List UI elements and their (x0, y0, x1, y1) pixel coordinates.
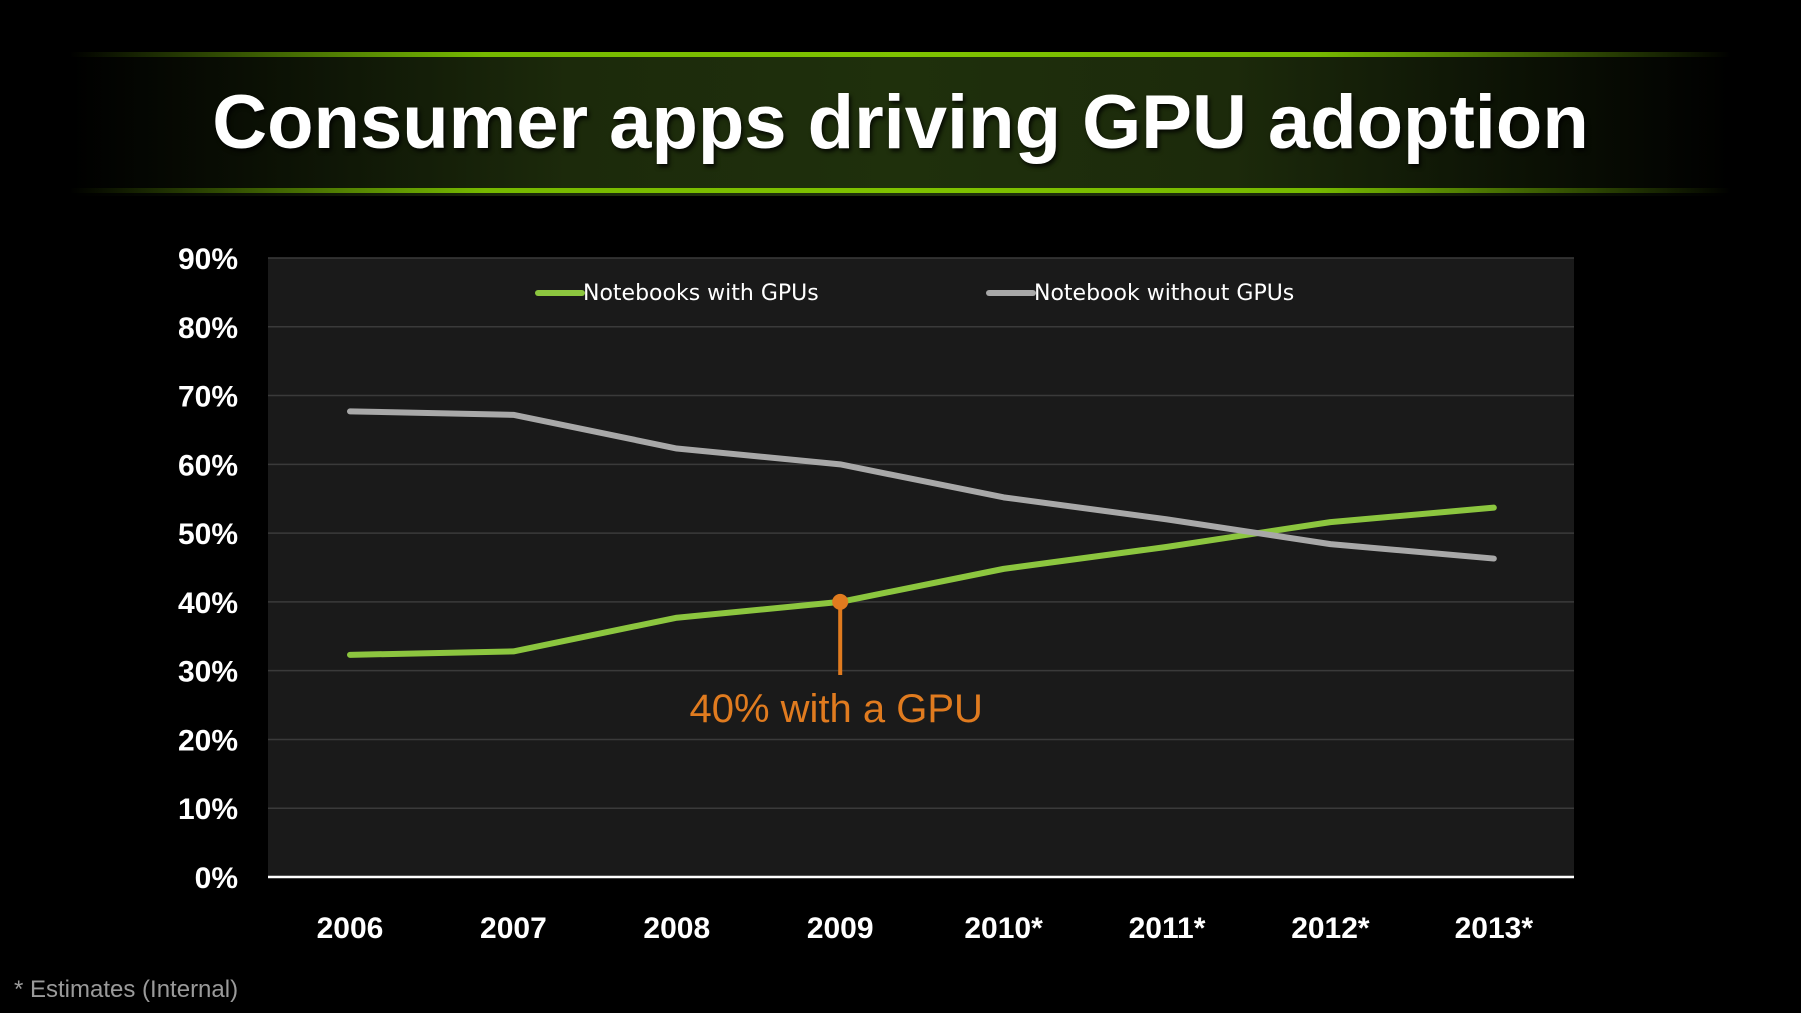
footnote: * Estimates (Internal) (14, 976, 239, 1003)
x-tick-label: 2009 (807, 912, 874, 945)
annotation-marker (832, 593, 849, 610)
y-tick-label: 80% (178, 312, 238, 345)
y-tick-label: 90% (178, 243, 238, 276)
legend-label: Notebooks with GPUs (583, 281, 819, 306)
plot-area (268, 258, 1574, 877)
series-lines (347, 408, 1497, 658)
x-tick-label: 2010* (964, 912, 1043, 945)
x-tick-label: 2012* (1291, 912, 1370, 945)
y-tick-label: 30% (178, 656, 238, 689)
title-rule-bottom (70, 188, 1731, 193)
annotation-label: 40% with a GPU (689, 687, 982, 731)
legend: Notebooks with GPUs Notebook without GPUs (535, 281, 1294, 306)
x-tick-labels: 2006 2007 2008 2009 2010* 2011* 2012* 2013* (317, 912, 1534, 945)
y-tick-label: 0% (195, 862, 238, 895)
x-tick-label: 2006 (317, 912, 384, 945)
series-line (347, 408, 1497, 562)
y-tick-label: 70% (178, 381, 238, 414)
legend-label: Notebook without GPUs (1034, 281, 1294, 306)
x-tick-label: 2013* (1455, 912, 1534, 945)
x-tick-label: 2007 (480, 912, 547, 945)
y-tick-label: 20% (178, 724, 238, 757)
slide-title: Consumer apps driving GPU adoption (212, 80, 1589, 165)
title-rule-top (70, 52, 1731, 57)
x-tick-label: 2008 (643, 912, 710, 945)
title-band (70, 52, 1731, 196)
gridlines (268, 257, 1574, 809)
annotation: 40% with a GPU (689, 593, 983, 731)
x-tick-label: 2011* (1129, 912, 1206, 945)
y-tick-label: 40% (178, 587, 238, 620)
y-tick-labels: 0% 10% 20% 30% 40% 50% 60% 70% 80% 90% (178, 243, 238, 895)
y-tick-label: 10% (178, 793, 238, 826)
series-line (347, 504, 1497, 658)
y-tick-label: 50% (178, 518, 238, 551)
y-tick-label: 60% (178, 449, 238, 482)
